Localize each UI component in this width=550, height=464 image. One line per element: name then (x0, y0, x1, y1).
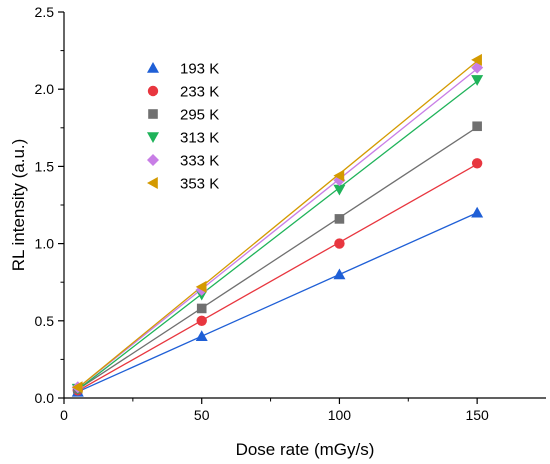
fit-line-193-K (77, 212, 478, 393)
data-point-313-K (471, 75, 484, 86)
y-tick-label: 2.5 (35, 4, 55, 20)
legend-marker-313-K (147, 132, 159, 143)
data-point-295-K (196, 303, 207, 314)
data-point-233-K (471, 158, 483, 169)
data-point-193-K (471, 206, 484, 218)
fit-line-233-K (77, 163, 478, 392)
y-tick-label: 1.0 (35, 236, 55, 252)
legend-marker-193-K (147, 62, 159, 73)
y-tick-label: 1.5 (35, 158, 55, 174)
legend-label: 353 K (180, 176, 219, 193)
x-tick-label: 150 (465, 407, 489, 423)
legend-label: 233 K (180, 84, 219, 101)
legend: 193 K 233 K 295 K 313 K 333 K 353 K (147, 61, 219, 193)
axes: 0 50 100 150 0.0 0.5 1.0 1.5 2.0 2.5 (35, 4, 546, 423)
legend-label: 333 K (180, 153, 219, 170)
y-tick-label: 0.0 (35, 390, 55, 406)
legend-label: 295 K (180, 107, 219, 124)
legend-marker-353-K (147, 177, 158, 189)
legend-label: 193 K (180, 61, 219, 78)
fit-line-313-K (77, 80, 478, 391)
x-tick-label: 50 (194, 407, 210, 423)
data-point-353-K (471, 53, 482, 66)
data-point-193-K (333, 268, 346, 280)
x-axis-title: Dose rate (mGy/s) (236, 440, 375, 459)
legend-marker-333-K (147, 154, 159, 166)
data-markers (71, 53, 484, 397)
legend-label: 313 K (180, 130, 219, 147)
data-point-313-K (333, 184, 346, 196)
x-tick-label: 0 (60, 407, 68, 423)
y-axis-title: RL intensity (a.u.) (9, 139, 28, 272)
x-tick-label: 100 (328, 407, 352, 423)
fit-line-295-K (77, 126, 478, 390)
data-point-193-K (195, 330, 208, 342)
data-point-295-K (472, 121, 482, 132)
data-point-353-K (71, 381, 83, 394)
legend-marker-233-K (147, 85, 159, 97)
fit-line-353-K (77, 60, 478, 389)
data-point-233-K (334, 238, 345, 249)
fit-line-333-K (77, 68, 478, 389)
data-point-295-K (334, 214, 345, 224)
data-point-353-K (195, 280, 207, 293)
data-point-233-K (196, 315, 207, 326)
legend-marker-295-K (148, 109, 158, 119)
y-tick-label: 0.5 (35, 313, 55, 329)
fit-lines (77, 60, 478, 393)
data-point-353-K (333, 169, 345, 182)
y-tick-label: 2.0 (35, 81, 55, 97)
